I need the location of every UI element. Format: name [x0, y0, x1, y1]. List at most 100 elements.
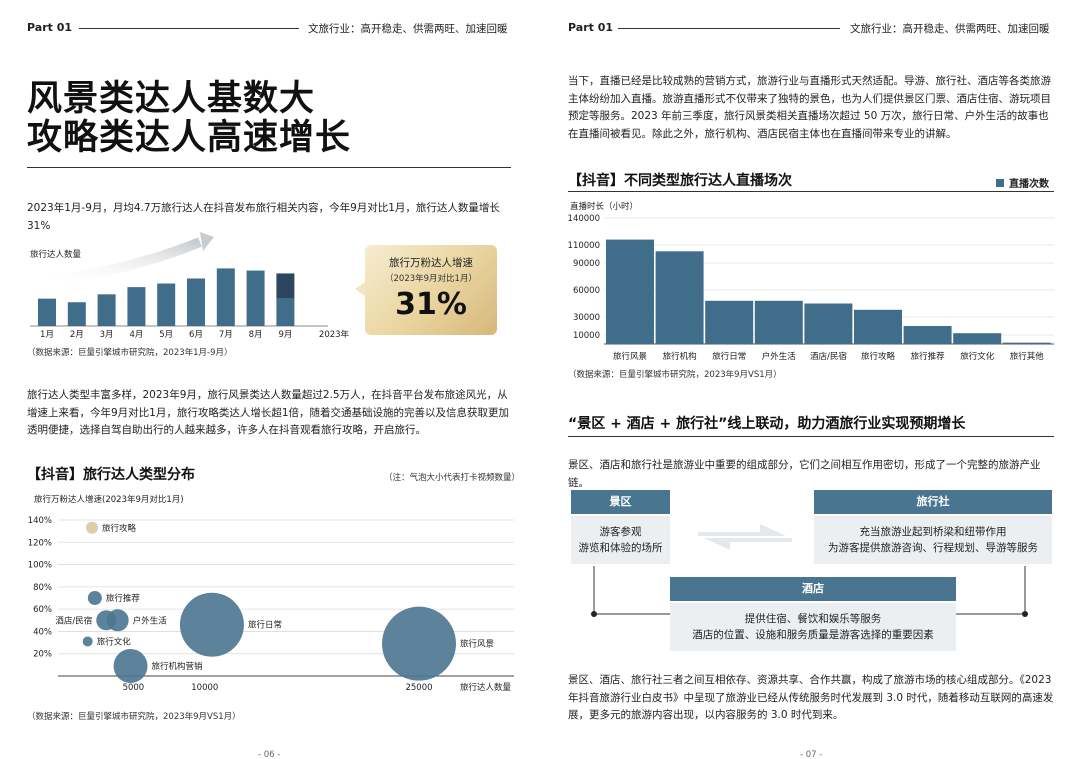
callout-pointer: [355, 282, 365, 296]
callout-value: 31%: [395, 287, 467, 322]
live-x-tick: 旅行攻略: [861, 351, 896, 362]
live-bar-chart: 直播次数 直播时长（小时） 10000 30000 60000 90000 110000…: [568, 177, 1054, 362]
bubble-label: 旅行攻略: [102, 523, 137, 534]
part-label-right: Part 01: [568, 21, 614, 34]
source-note-1: （数据来源：巨量引擎城市研究院，2023年1月-9月）: [27, 348, 233, 358]
scenic-line-1: 游客参观: [599, 526, 642, 538]
live-x-tick: 旅行推荐: [911, 351, 946, 362]
page-number-right: - 07 -: [800, 750, 823, 759]
bubble-y-tick: 100%: [28, 561, 52, 571]
bubble-point: [82, 636, 93, 647]
section2-title: “景区 + 酒店 + 旅行社”线上联动，助力酒旅行业实现预期增长: [568, 416, 966, 432]
bubble-x-tick: 5000: [123, 683, 145, 693]
bubble-point: [382, 606, 456, 681]
live-bar: [854, 309, 902, 344]
bar-x-year: 2023年: [319, 329, 350, 340]
live-bar: [754, 300, 803, 344]
bar-x-tick: 4月: [129, 330, 143, 340]
bubble-label: 旅行文化: [97, 636, 132, 647]
bar-x-tick: 2月: [70, 330, 84, 340]
trend-arrow: [41, 237, 202, 287]
bar-x-tick: 5月: [159, 330, 173, 340]
live-bar: [705, 300, 754, 344]
live-y-label: 直播时长（小时）: [570, 201, 638, 212]
hotel-line-2: 酒店的位置、设施和服务质量是游客选择的重要因素: [692, 629, 934, 641]
live-bar: [804, 303, 853, 344]
bubble-x-label: 旅行达人数量: [460, 682, 512, 693]
bubble-point: [113, 648, 148, 683]
monthly-bar-chart: 旅行达人数量 1月 2月 3月 4月 5月 6月 7月 8月 9月 2023年: [30, 232, 350, 340]
bubble-y-tick: 140%: [28, 516, 52, 526]
legend-label: 直播次数: [1009, 177, 1050, 190]
live-x-tick: 酒店/民宿: [810, 351, 847, 362]
bubble-point: [85, 521, 98, 534]
agency-line-2: 为游客提供旅游咨询、行程规划、导游等服务: [828, 542, 1038, 554]
bar-x-tick: 6月: [189, 330, 203, 340]
bubble-point: [87, 591, 102, 605]
connector-lines: [591, 566, 1028, 617]
bar-highlight-top: [276, 273, 295, 299]
bar-y-label: 旅行达人数量: [30, 249, 82, 260]
bar: [38, 298, 56, 326]
bar-x-tick: 1月: [40, 330, 54, 340]
live-source-note: （数据来源：巨量引擎城市研究院，2023年9月VS1月）: [568, 370, 782, 380]
live-x-tick: 旅行日常: [712, 351, 746, 362]
bar: [157, 283, 176, 326]
live-x-tick: 旅行机构: [663, 351, 697, 362]
live-y-tick: 60000: [573, 286, 600, 296]
bar: [67, 302, 86, 326]
bar-highlight-base: [276, 298, 295, 326]
header-divider-right: [618, 28, 840, 29]
scenic-box-body: 游客参观 游览和体验的场所: [571, 516, 670, 564]
header-title-right: 文旅行业：高开稳走、供需两旺、加速回暖: [850, 23, 1050, 35]
bubble-point: [179, 592, 244, 657]
source-note-2: （数据来源：巨量引擎城市研究院，2023年9月VS1月）: [27, 712, 241, 722]
page-title-line-2: 攻略类达人高速增长: [27, 118, 352, 158]
part-label: Part 01: [27, 21, 73, 34]
live-bar: [1002, 342, 1051, 344]
header-title: 文旅行业：高开稳走、供需两旺、加速回暖: [308, 23, 508, 35]
bubble-x-tick: 10000: [191, 683, 218, 693]
live-bar: [953, 333, 1002, 344]
bar-x-tick: 8月: [249, 330, 263, 340]
bubble-section-title: 【抖音】旅行达人类型分布: [27, 467, 195, 483]
bar-x-tick: 3月: [100, 330, 114, 340]
bubble-label: 旅行推荐: [106, 593, 141, 604]
bubble-y-tick: 60%: [33, 605, 52, 615]
header-divider: [79, 28, 299, 29]
bar: [97, 294, 116, 326]
live-y-tick: 30000: [573, 313, 600, 323]
bubble-label: 旅行日常: [248, 620, 282, 631]
live-x-tick: 旅行风景: [613, 351, 647, 362]
live-chart-title: 【抖音】不同类型旅行达人直播场次: [568, 173, 792, 189]
live-bar: [655, 251, 704, 344]
bubble-point: [106, 609, 129, 632]
live-bar: [606, 239, 654, 344]
bar: [127, 287, 146, 326]
live-y-tick: 110000: [568, 241, 600, 251]
agency-box-title: 旅行社: [814, 490, 1052, 514]
section2-rule: [568, 436, 1054, 437]
hotel-box-body: 提供住宿、餐饮和娱乐等服务 酒店的位置、设施和服务质量是游客选择的重要因素: [670, 603, 956, 651]
bubble-section-note: （注：气泡大小代表打卡视频数量）: [384, 473, 521, 483]
bar: [216, 268, 235, 326]
growth-callout: 旅行万粉达人增速 （2023年9月对比1月） 31%: [355, 245, 497, 335]
hotel-line-1: 提供住宿、餐饮和娱乐等服务: [744, 613, 882, 625]
agency-line-1: 充当旅游业起到桥梁和纽带作用: [859, 526, 1007, 538]
bubble-y-tick: 20%: [33, 650, 52, 660]
legend-swatch: [996, 179, 1004, 187]
bubble-label: 旅行风景: [460, 639, 494, 650]
body-paragraph: 旅行达人类型丰富多样，2023年9月，旅行风景类达人数量超过2.5万人，在抖音平…: [27, 389, 510, 436]
title-rule: [27, 167, 511, 168]
bar: [187, 278, 205, 326]
bubble-chart: 旅行万粉达人增速(2023年9月对比1月) 20% 40% 60% 80% 100% 12…: [28, 494, 514, 693]
bar-x-tick: 7月: [219, 330, 233, 340]
bubble-label: 户外生活: [133, 615, 168, 626]
live-y-tick: 140000: [568, 214, 600, 224]
live-y-tick: 10000: [573, 331, 600, 341]
bar: [246, 270, 265, 326]
bubble-y-tick: 40%: [33, 627, 52, 637]
trend-arrow-head: [200, 232, 214, 251]
live-x-tick: 旅行其他: [1010, 351, 1045, 362]
bubble-y-tick: 120%: [28, 538, 52, 548]
